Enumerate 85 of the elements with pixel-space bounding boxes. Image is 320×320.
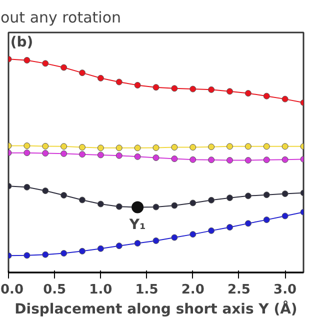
point xyxy=(190,231,196,238)
point xyxy=(60,192,68,199)
point xyxy=(79,248,86,254)
x-tick-label: 0.0 xyxy=(0,282,24,298)
x-axis-title: Displacement along short axis Y (Å) xyxy=(14,300,298,318)
point xyxy=(226,194,233,202)
point xyxy=(208,144,215,150)
point xyxy=(24,184,30,190)
point xyxy=(208,156,215,164)
point xyxy=(171,202,178,209)
point xyxy=(190,200,196,206)
annotation: Y₁ xyxy=(128,217,146,234)
point xyxy=(282,212,288,220)
point xyxy=(97,200,104,208)
point xyxy=(244,143,252,150)
point xyxy=(97,152,104,158)
point xyxy=(244,220,252,227)
point xyxy=(24,56,30,64)
point xyxy=(190,144,196,151)
point xyxy=(79,70,86,76)
point xyxy=(226,224,233,231)
point xyxy=(152,237,160,244)
point xyxy=(97,74,104,82)
point xyxy=(116,242,122,250)
point xyxy=(116,78,122,86)
point xyxy=(116,203,122,210)
point xyxy=(60,250,68,257)
point xyxy=(60,143,68,150)
point xyxy=(97,144,104,152)
point xyxy=(134,82,141,88)
point xyxy=(42,188,49,194)
text: (b) xyxy=(10,34,34,51)
point xyxy=(263,156,270,164)
point xyxy=(60,150,68,157)
point xyxy=(42,150,49,156)
point xyxy=(116,152,122,159)
point xyxy=(134,153,141,160)
x-tick-label: 2.0 xyxy=(181,282,204,298)
point xyxy=(171,85,178,92)
point xyxy=(79,151,86,158)
point xyxy=(282,143,288,150)
point xyxy=(152,84,160,91)
point xyxy=(171,144,178,151)
point xyxy=(79,144,86,151)
point xyxy=(244,157,252,164)
point xyxy=(263,192,270,198)
point xyxy=(171,156,178,162)
point xyxy=(134,240,141,247)
point xyxy=(152,204,160,210)
point xyxy=(42,60,49,67)
point xyxy=(190,86,196,92)
point xyxy=(97,245,104,252)
point xyxy=(190,156,196,163)
point xyxy=(171,234,178,241)
point xyxy=(79,196,86,204)
point xyxy=(24,150,30,156)
chart-title: out any rotation xyxy=(0,8,121,26)
point xyxy=(263,143,270,150)
x-tick-label: 3.0 xyxy=(274,282,297,298)
point xyxy=(282,96,288,102)
x-tick-label: 1.0 xyxy=(89,282,112,298)
point xyxy=(244,90,252,97)
point xyxy=(263,92,270,100)
point xyxy=(60,64,68,71)
point xyxy=(42,251,49,258)
point xyxy=(282,190,288,198)
point xyxy=(24,142,30,150)
point xyxy=(226,157,233,164)
point xyxy=(116,144,122,152)
point xyxy=(263,216,270,224)
point xyxy=(208,227,215,234)
point xyxy=(226,143,233,150)
x-tick-label: 0.5 xyxy=(43,282,66,298)
point xyxy=(42,142,49,150)
point xyxy=(244,192,252,200)
point xyxy=(226,88,233,95)
point xyxy=(208,86,215,93)
point xyxy=(24,252,30,259)
point xyxy=(208,196,215,204)
x-tick-label: 2.5 xyxy=(227,282,250,298)
point xyxy=(134,144,141,152)
point xyxy=(152,144,160,151)
point xyxy=(152,154,160,161)
point xyxy=(282,156,288,163)
x-tick-label: 1.5 xyxy=(135,282,158,298)
